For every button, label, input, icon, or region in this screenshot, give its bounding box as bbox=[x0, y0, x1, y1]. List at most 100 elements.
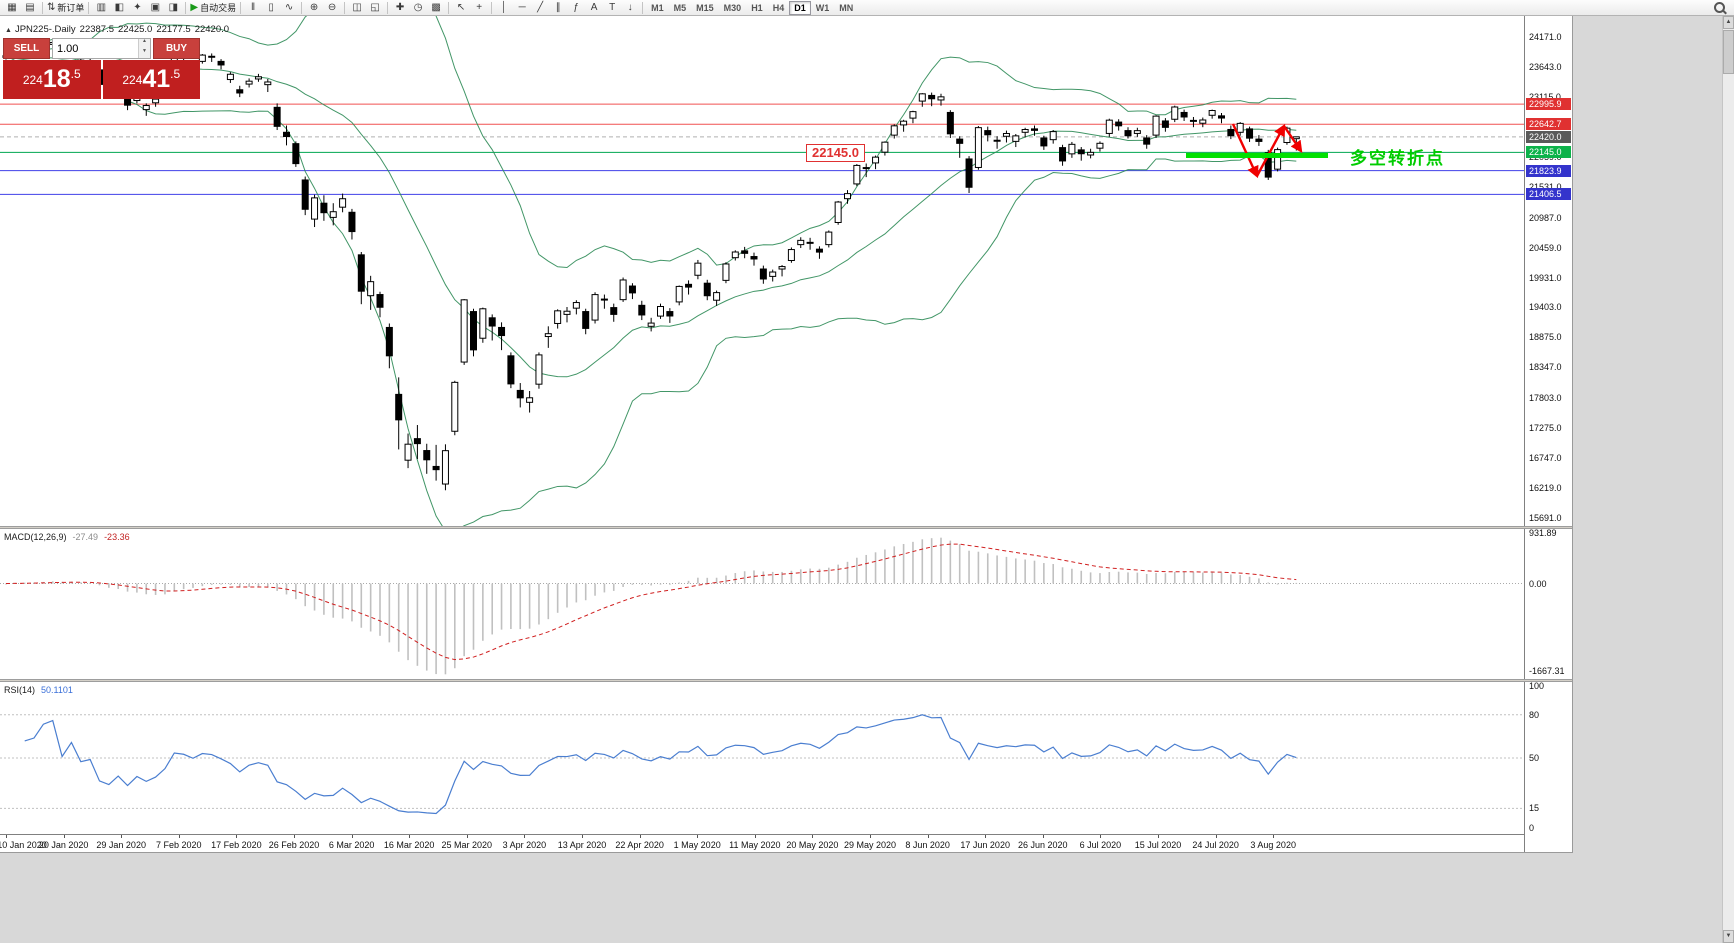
zoom-out-icon[interactable]: ⊖ bbox=[323, 1, 341, 15]
volume-up-icon[interactable]: ▲ bbox=[139, 39, 150, 49]
price-line-label: 21406.5 bbox=[1526, 188, 1571, 201]
text-icon[interactable]: A bbox=[585, 1, 603, 15]
volume-input[interactable] bbox=[53, 39, 138, 58]
candlestick-chart-canvas[interactable] bbox=[0, 16, 1524, 526]
date-label: 29 Jan 2020 bbox=[96, 840, 146, 850]
strategy-tester-icon[interactable]: ◨ bbox=[164, 1, 182, 15]
vertical-scrollbar[interactable]: ▲ ▼ bbox=[1722, 16, 1734, 943]
periods-icon[interactable]: ◷ bbox=[409, 1, 427, 15]
pane-splitter[interactable] bbox=[0, 526, 1572, 529]
date-label: 1 May 2020 bbox=[673, 840, 721, 850]
navigator-icon[interactable]: ✦ bbox=[128, 1, 146, 15]
templates-icon[interactable]: ▩ bbox=[427, 1, 445, 15]
price-axis[interactable]: 24171.023643.023115.022587.022059.021531… bbox=[1524, 16, 1572, 852]
date-tick bbox=[1273, 835, 1275, 838]
price-line-label: 22145.0 bbox=[1526, 146, 1571, 159]
scrollbar-thumb[interactable] bbox=[1723, 30, 1734, 74]
price-tick-label: 21531.0 bbox=[1529, 181, 1562, 192]
rsi-pane-canvas[interactable] bbox=[0, 682, 1524, 834]
date-label: 16 Mar 2020 bbox=[383, 840, 435, 850]
new-chart-icon: ▦ bbox=[7, 1, 17, 13]
ohlc-high: 22425.0 bbox=[118, 24, 153, 35]
text-icon: A bbox=[590, 1, 598, 13]
search-icon[interactable] bbox=[1714, 2, 1725, 13]
date-label: 24 Jul 2020 bbox=[1192, 840, 1239, 850]
volume-down-icon[interactable]: ▼ bbox=[139, 48, 150, 58]
new-chart-icon[interactable]: ▦ bbox=[3, 1, 21, 15]
scroll-up-icon[interactable]: ▲ bbox=[1723, 16, 1734, 29]
date-label: 17 Jun 2020 bbox=[960, 840, 1010, 850]
channel-icon[interactable]: ∥ bbox=[549, 1, 567, 15]
buy-button[interactable]: BUY bbox=[153, 38, 200, 59]
price-tick-label: 20987.0 bbox=[1529, 212, 1562, 223]
timeframe-m30[interactable]: M30 bbox=[723, 2, 742, 13]
trendline-icon[interactable]: ╱ bbox=[531, 1, 549, 15]
buy-price-suffix: .5 bbox=[170, 67, 181, 81]
horizontal-line-icon[interactable]: ─ bbox=[513, 1, 531, 15]
timeframe-h1[interactable]: H1 bbox=[751, 2, 763, 13]
sell-price-big-digits: 18 bbox=[42, 65, 71, 93]
indicators-icon[interactable]: ✚ bbox=[391, 1, 409, 15]
macd-axis-label: 931.89 bbox=[1529, 528, 1557, 538]
macd-pane-canvas[interactable] bbox=[0, 529, 1524, 679]
auto-trading-button[interactable]: ▶ 自动交易 bbox=[189, 1, 237, 15]
market-watch-icon[interactable]: ▥ bbox=[92, 1, 110, 15]
fibonacci-icon[interactable]: ƒ bbox=[567, 1, 585, 15]
date-label: 17 Feb 2020 bbox=[211, 840, 262, 850]
macd-axis-label: -1667.31 bbox=[1529, 666, 1565, 676]
label-icon[interactable]: T bbox=[603, 1, 621, 15]
collapse-icon[interactable]: ▲ bbox=[5, 27, 12, 34]
date-label: 22 Apr 2020 bbox=[615, 840, 664, 850]
cursor-icon[interactable]: ↖ bbox=[452, 1, 470, 15]
sell-price-suffix: .5 bbox=[70, 67, 81, 81]
vertical-line-icon[interactable]: │ bbox=[495, 1, 513, 15]
auto-trading-button: ▶ bbox=[190, 1, 199, 13]
auto-arrange-icon: ◱ bbox=[370, 1, 380, 13]
data-window-icon[interactable]: ◧ bbox=[110, 1, 128, 15]
rsi-name: RSI(14) bbox=[4, 685, 36, 695]
line-chart-icon[interactable]: ∿ bbox=[280, 1, 298, 15]
date-tick bbox=[1100, 835, 1102, 838]
rsi-axis-label: 50 bbox=[1529, 753, 1540, 763]
new-order-button[interactable]: ⇅ 新订单 bbox=[46, 1, 85, 15]
zoom-in-icon[interactable]: ⊕ bbox=[305, 1, 323, 15]
auto-trading-button-label: 自动交易 bbox=[200, 2, 237, 13]
price-tick-label: 17275.0 bbox=[1529, 423, 1562, 434]
buy-price[interactable]: 224 41.5 bbox=[102, 60, 200, 99]
sell-price[interactable]: 224 18.5 bbox=[3, 60, 101, 99]
price-level-callout: 22145.0 bbox=[806, 144, 865, 162]
timeframe-m1[interactable]: M1 bbox=[651, 2, 664, 13]
navigator-icon: ✦ bbox=[133, 1, 142, 13]
timeframe-mn[interactable]: MN bbox=[839, 2, 854, 13]
timeframe-d1[interactable]: D1 bbox=[789, 0, 811, 15]
date-tick bbox=[294, 835, 295, 838]
price-line-label: 22420.0 bbox=[1526, 130, 1571, 143]
bar-chart-icon[interactable]: ‖ bbox=[244, 1, 262, 15]
new-order-button-label: 新订单 bbox=[57, 2, 85, 13]
arrows-icon[interactable]: ↓ bbox=[621, 1, 639, 15]
chart-profiles-icon: ▤ bbox=[25, 1, 35, 13]
candlestick-chart-icon[interactable]: ▯ bbox=[262, 1, 280, 15]
price-tick-label: 19931.0 bbox=[1529, 272, 1562, 283]
chart-profiles-icon[interactable]: ▤ bbox=[21, 1, 39, 15]
timeframe-m15[interactable]: M15 bbox=[696, 2, 714, 13]
timeframe-m5[interactable]: M5 bbox=[673, 2, 687, 13]
timeframe-w1[interactable]: W1 bbox=[815, 2, 830, 13]
rsi-axis-label: 80 bbox=[1529, 709, 1540, 720]
timeframe-h4[interactable]: H4 bbox=[772, 2, 785, 13]
crosshair-icon[interactable]: + bbox=[470, 1, 488, 15]
terminal-icon[interactable]: ▣ bbox=[146, 1, 164, 15]
label-icon: T bbox=[609, 1, 616, 13]
scroll-down-icon[interactable]: ▼ bbox=[1723, 930, 1734, 943]
date-axis[interactable]: 10 Jan 2020 20 Jan 2020 29 Jan 2020 7 Feb 2… bbox=[0, 834, 1524, 852]
line-chart-icon: ∿ bbox=[284, 1, 294, 13]
pane-splitter[interactable] bbox=[0, 679, 1572, 682]
auto-arrange-icon[interactable]: ◱ bbox=[366, 1, 384, 15]
sell-button[interactable]: SELL bbox=[3, 38, 50, 59]
tile-windows-icon[interactable]: ◫ bbox=[348, 1, 366, 15]
crosshair-icon: + bbox=[476, 1, 483, 13]
date-label: 25 Mar 2020 bbox=[441, 840, 493, 850]
date-tick bbox=[1042, 835, 1044, 838]
bar-chart-icon: ‖ bbox=[251, 1, 256, 13]
